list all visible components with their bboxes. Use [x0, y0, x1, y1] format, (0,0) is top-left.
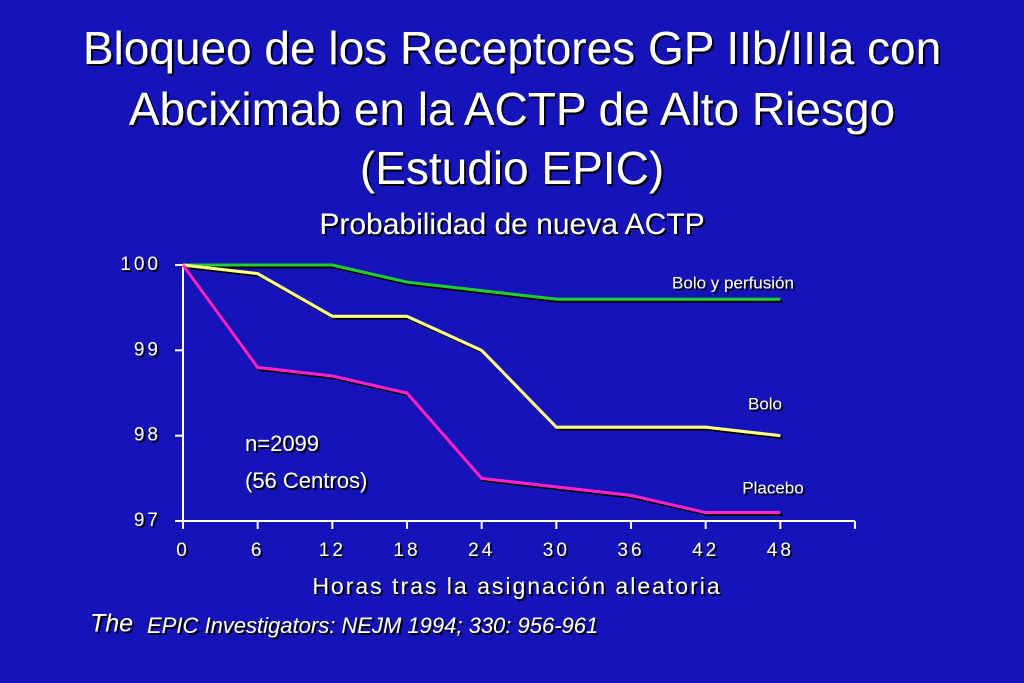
title-line: (Estudio EPIC) [360, 142, 664, 194]
x-tick-label: 36 [617, 540, 644, 561]
subtitle: Probabilidad de nueva ACTP [319, 208, 704, 241]
y-tick-label: 97 [134, 510, 161, 531]
series-line [182, 263, 781, 438]
x-axis-label: Horas tras la asignación aleatoria [312, 573, 721, 599]
annotation: n=2099 [245, 431, 319, 456]
citation-lead: The [90, 610, 133, 638]
series-label: Bolo [748, 394, 782, 413]
x-tick-label: 0 [176, 540, 190, 561]
title-line: Abciximab en la ACTP de Alto Riesgo [129, 83, 895, 135]
y-tick-label: 99 [134, 339, 161, 360]
title-line: Bloqueo de los Receptores GP IIb/IIIa co… [83, 22, 941, 74]
series-label: Bolo y perfusión [672, 273, 794, 292]
x-tick-label: 12 [319, 540, 346, 561]
series-line [183, 263, 781, 301]
series-label: Placebo [742, 478, 803, 497]
series-line [181, 264, 781, 514]
x-tick-label: 18 [393, 540, 420, 561]
annotation: (56 Centros) [245, 468, 367, 493]
x-tick-label: 30 [543, 540, 570, 561]
y-tick-label: 100 [120, 254, 161, 275]
x-tick-label: 42 [692, 540, 719, 561]
x-tick-label: 48 [767, 540, 794, 561]
y-tick-label: 98 [134, 425, 161, 446]
citation: EPIC Investigators: NEJM 1994; 330: 956-… [147, 613, 598, 638]
x-tick-label: 6 [251, 540, 265, 561]
x-tick-label: 24 [468, 540, 495, 561]
